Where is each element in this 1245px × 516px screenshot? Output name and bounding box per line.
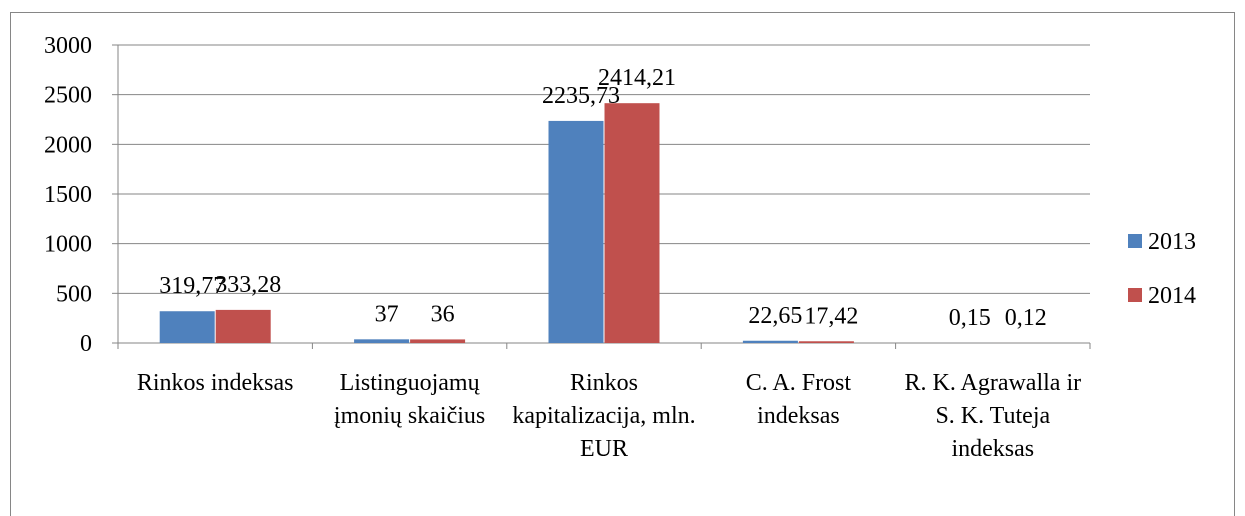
bar <box>354 339 410 343</box>
value-label: 0,15 <box>949 305 991 331</box>
legend-swatch <box>1128 234 1142 248</box>
chart-border <box>10 12 1235 516</box>
value-label: 333,28 <box>215 272 281 298</box>
y-tick-label: 1500 <box>44 182 92 208</box>
legend-swatch <box>1128 288 1142 302</box>
bar <box>604 103 660 343</box>
value-label: 17,42 <box>804 303 858 329</box>
bar <box>798 341 854 343</box>
y-tick-label: 2000 <box>44 132 92 158</box>
value-label: 0,12 <box>1005 305 1047 331</box>
bar <box>159 311 215 343</box>
y-tick-label: 2500 <box>44 83 92 109</box>
x-tick-label: C. A. Frost indeksas <box>745 370 852 429</box>
legend-label: 2014 <box>1148 283 1196 309</box>
bar <box>548 120 604 344</box>
y-tick-label: 3000 <box>44 33 92 59</box>
y-tick-label: 0 <box>80 331 92 357</box>
legend-label: 2013 <box>1148 229 1196 255</box>
bar <box>410 339 466 343</box>
value-label: 37 <box>375 301 399 327</box>
value-label: 319,77 <box>159 273 225 299</box>
value-label: 22,65 <box>748 303 802 329</box>
x-tick-label: Listinguojamų įmonių skaičius <box>333 370 486 429</box>
value-label: 2414,21 <box>598 65 676 91</box>
x-tick-label: Rinkos indeksas <box>136 370 294 396</box>
bar <box>215 309 271 343</box>
value-label: 36 <box>431 301 455 327</box>
x-tick-label: Rinkos kapitalizacija, mln. EUR <box>512 370 696 462</box>
x-tick-label: R. K. Agrawalla ir S. K. Tuteja indeksas <box>904 370 1082 462</box>
y-tick-label: 500 <box>56 281 92 307</box>
bar <box>742 340 798 343</box>
y-tick-label: 1000 <box>44 232 92 258</box>
